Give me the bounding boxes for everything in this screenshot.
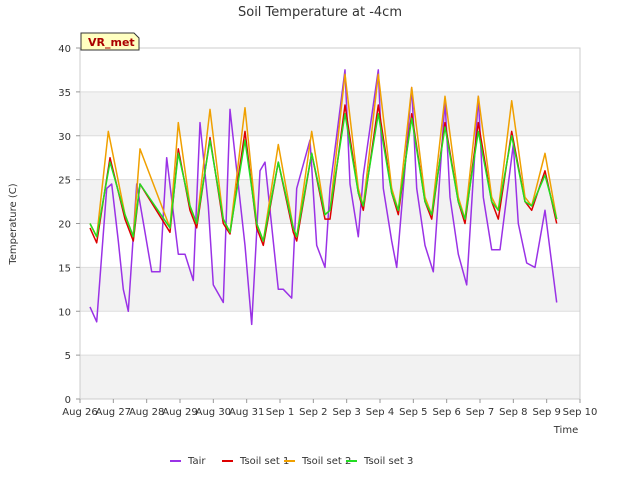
x-tick-label: Sep 8 <box>499 407 527 418</box>
y-tick-label: 35 <box>58 88 71 99</box>
station-badge-label: VR_met <box>88 36 135 49</box>
background-bands <box>80 91 580 399</box>
legend-label-tsoil-set-3: Tsoil set 3 <box>363 456 413 467</box>
x-tick-label: Sep 3 <box>332 407 360 418</box>
y-axis-label: Temperature (C) <box>8 183 19 265</box>
x-tick-label: Aug 31 <box>229 407 264 418</box>
y-tick-label: 25 <box>58 176 71 187</box>
x-tick-label: Aug 29 <box>162 407 197 418</box>
background-band <box>80 267 580 312</box>
x-tick-label: Sep 2 <box>299 407 327 418</box>
background-band <box>80 91 580 136</box>
x-tick-label: Sep 4 <box>366 407 394 418</box>
y-tick-label: 10 <box>58 307 71 318</box>
x-axis-label: Time <box>553 425 578 436</box>
chart-title: Soil Temperature at -4cm <box>238 5 402 20</box>
y-axis-ticks: 0 5 10 15 20 25 30 35 40 <box>58 44 80 406</box>
x-tick-label: Aug 27 <box>96 407 131 418</box>
y-tick-label: 0 <box>65 395 71 406</box>
y-tick-label: 5 <box>65 351 71 362</box>
legend-label-tsoil-set-1: Tsoil set 1 <box>239 456 289 467</box>
x-tick-label: Sep 1 <box>266 407 294 418</box>
y-tick-label: 20 <box>58 220 71 231</box>
x-tick-label: Sep 7 <box>466 407 494 418</box>
station-badge-box <box>80 32 140 51</box>
background-band <box>80 355 580 399</box>
x-tick-label: Aug 28 <box>129 407 164 418</box>
x-tick-label: Aug 26 <box>62 407 97 418</box>
series-line-tsoil-set-3 <box>89 113 558 242</box>
y-tick-label: 30 <box>58 132 71 143</box>
x-tick-label: Sep 5 <box>399 407 427 418</box>
series-lines <box>89 69 558 326</box>
station-badge: VR_met <box>80 32 140 51</box>
y-tick-label: 15 <box>58 263 71 274</box>
legend-label-tair: Tair <box>187 456 206 467</box>
x-tick-label: Sep 9 <box>532 407 560 418</box>
x-tick-label: Aug 30 <box>196 407 231 418</box>
legend: Tair Tsoil set 1 Tsoil set 2 Tsoil set 3 <box>170 456 413 467</box>
legend-label-tsoil-set-2: Tsoil set 2 <box>301 456 351 467</box>
x-tick-label: Sep 10 <box>563 407 598 418</box>
x-tick-label: Sep 6 <box>432 407 460 418</box>
y-tick-label: 40 <box>58 44 71 55</box>
